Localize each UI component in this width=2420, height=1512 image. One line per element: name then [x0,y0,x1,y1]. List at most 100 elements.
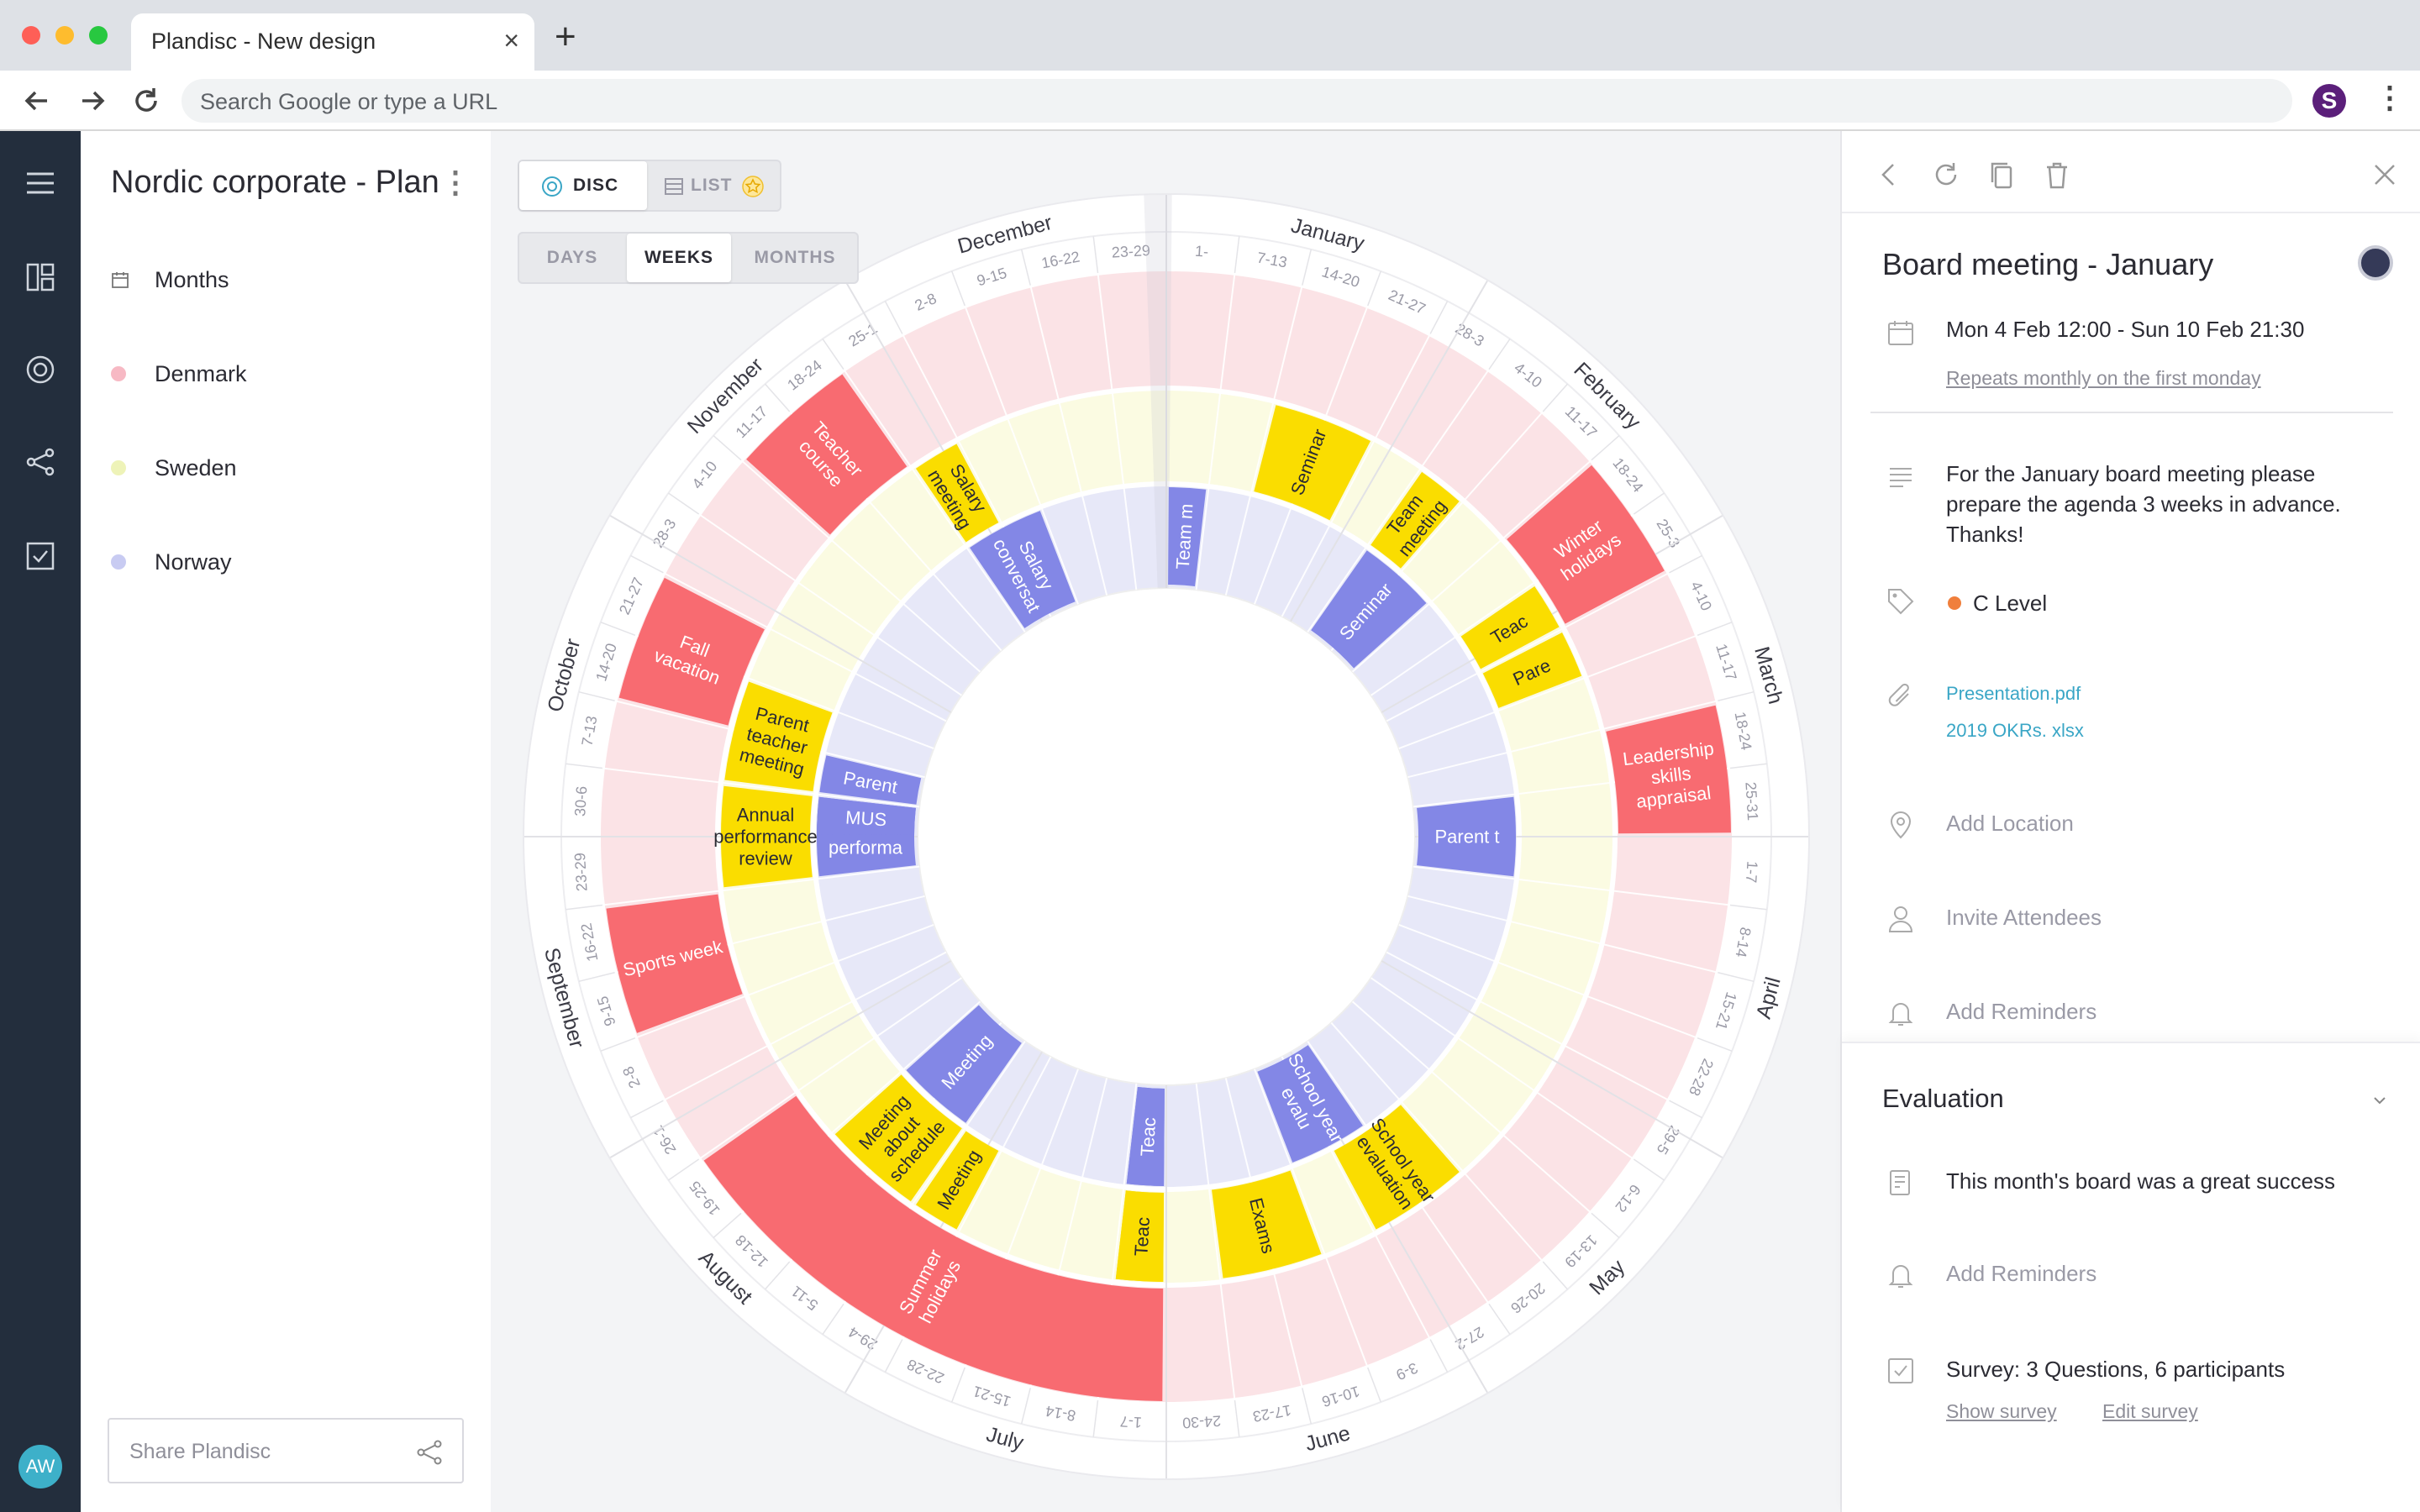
norway-event[interactable] [1257,1045,1363,1163]
disc-view: 1- 7-13 14-20 21-27 28-3 4-10 11-17 18-24 25-3 4-… [491,131,1840,1512]
zoom-weeks-button[interactable]: WEEKS [627,234,731,282]
norway-event[interactable] [1168,487,1207,586]
browser-menu-icon[interactable]: ⋮ [2375,80,2405,114]
back-icon[interactable] [1872,158,1906,192]
window-minimize-button[interactable] [55,26,74,45]
layer-label: Months [155,267,229,292]
sweden-event-text: Teac [1130,1216,1154,1257]
trash-icon[interactable] [2040,158,2074,192]
profile-avatar[interactable]: S [2312,84,2346,118]
norway-event-label: Parent t [1434,827,1499,848]
layer-color-dot [111,554,126,570]
chevron-down-icon[interactable] [2370,1090,2390,1110]
norway-event[interactable] [817,796,916,835]
share-icon[interactable] [415,1438,444,1467]
invite-attendees-button[interactable]: Invite Attendees [1946,905,2102,930]
year-disc[interactable]: 1- 7-1314-2021-2728-34-1011-1718-2425-34-… [491,131,1840,1512]
list-view-button[interactable]: LIST [650,161,780,210]
sweden-event[interactable] [724,681,833,791]
tab-close-button[interactable]: × [503,25,519,55]
description-line: prepare the agenda 3 weeks in advance. [1946,491,2341,517]
zoom-months-button[interactable]: MONTHS [754,248,836,267]
tab-title: Plandisc - New design [151,29,376,54]
event-tag[interactable]: C Level [1973,591,2048,616]
dashboard-icon[interactable] [24,260,57,294]
sweden-event[interactable] [1460,585,1560,669]
refresh-icon[interactable] [1929,158,1963,192]
denmark-event[interactable] [1606,705,1731,834]
sweden-event[interactable] [1212,1170,1322,1278]
norway-event[interactable] [819,755,922,805]
close-icon[interactable] [2368,158,2402,192]
plan-options-icon[interactable]: ⋮ [440,165,471,199]
norway-event-label: Team m [1172,503,1197,570]
add-location-button[interactable]: Add Location [1946,811,2074,836]
browser-tab-bar: Plandisc - New design × + [0,0,2420,71]
forward-arrow-icon[interactable] [74,82,111,119]
sweden-event[interactable] [1482,632,1582,708]
norway-event-text: Team m [1172,503,1197,570]
address-bar[interactable]: Search Google or type a URL [182,79,2292,123]
event-description[interactable]: For the January board meeting please pre… [1946,459,2341,549]
norway-event-text: Parent t [1434,827,1499,848]
denmark-event[interactable] [746,374,908,535]
paperclip-icon [1888,683,1909,706]
disc-view-button[interactable]: DISC [519,161,647,210]
user-avatar[interactable]: AW [18,1445,62,1488]
edit-survey-link[interactable]: Edit survey [2102,1400,2198,1422]
layer-color-dot [111,366,126,381]
zoom-days-button[interactable]: DAYS [546,248,598,267]
sweden-event[interactable] [834,1074,962,1202]
event-color-picker[interactable] [2358,245,2393,281]
sweden-event-text: review [739,848,792,869]
norway-event[interactable] [906,1005,1022,1123]
location-pin-icon [1890,811,1912,839]
denmark-event[interactable] [1507,465,1665,624]
week-label: 23-29 [1111,242,1150,261]
list-icon [665,178,683,195]
sweden-event[interactable] [1334,1105,1460,1230]
survey-checkbox-icon [1888,1358,1913,1383]
reload-icon[interactable] [128,82,165,119]
window-close-button[interactable] [22,26,40,45]
share-plandisc-input[interactable]: Share Plandisc [108,1418,464,1483]
share-icon[interactable] [24,445,57,479]
attachment-link[interactable]: 2019 OKRs. xlsx [1946,720,2084,741]
add-reminders-button[interactable]: Add Reminders [1946,999,2097,1024]
layer-color-dot [111,460,126,475]
denmark-event[interactable] [606,894,743,1033]
disc-icon[interactable] [24,353,57,386]
window-zoom-button[interactable] [89,26,108,45]
layer-label: Norway [155,549,232,575]
attachment-link[interactable]: Presentation.pdf [1946,683,2081,704]
new-tab-button[interactable]: + [555,16,576,57]
evaluation-add-reminders-button[interactable]: Add Reminders [1946,1261,2097,1286]
event-title[interactable]: Board meeting - January [1882,247,2214,281]
denmark-event[interactable] [703,1095,1164,1401]
denmark-event[interactable] [618,577,765,726]
evaluation-note[interactable]: This month's board was a great success [1946,1168,2336,1194]
copy-icon[interactable] [1985,158,2018,192]
norway-event[interactable] [970,511,1076,628]
sweden-event[interactable] [1115,1190,1165,1282]
norway-event[interactable] [1417,796,1516,877]
norway-event[interactable] [1126,1087,1165,1186]
bell-icon [1888,1003,1913,1026]
event-date[interactable]: Mon 4 Feb 12:00 - Sun 10 Feb 21:30 [1946,317,2305,342]
sweden-event[interactable] [1254,405,1371,521]
checklist-icon[interactable] [24,539,57,573]
menu-icon[interactable] [24,166,57,200]
show-survey-link[interactable]: Show survey [1946,1400,2057,1422]
sweden-event[interactable] [1370,471,1460,569]
sweden-event[interactable] [915,1131,999,1230]
norway-event[interactable] [1311,550,1427,669]
plan-title: Nordic corporate - Plan [111,165,439,200]
sweden-event[interactable] [721,785,813,888]
back-arrow-icon[interactable] [18,82,55,119]
week-label: 1- [1195,243,1209,260]
disc-view-label: DISC [573,176,619,195]
evaluation-section: Evaluation This month's board was a grea… [1842,1042,2420,1512]
sweden-event[interactable] [915,444,999,543]
repeat-rule-link[interactable]: Repeats monthly on the first monday [1946,367,2261,389]
browser-tab[interactable]: Plandisc - New design × [131,13,534,71]
